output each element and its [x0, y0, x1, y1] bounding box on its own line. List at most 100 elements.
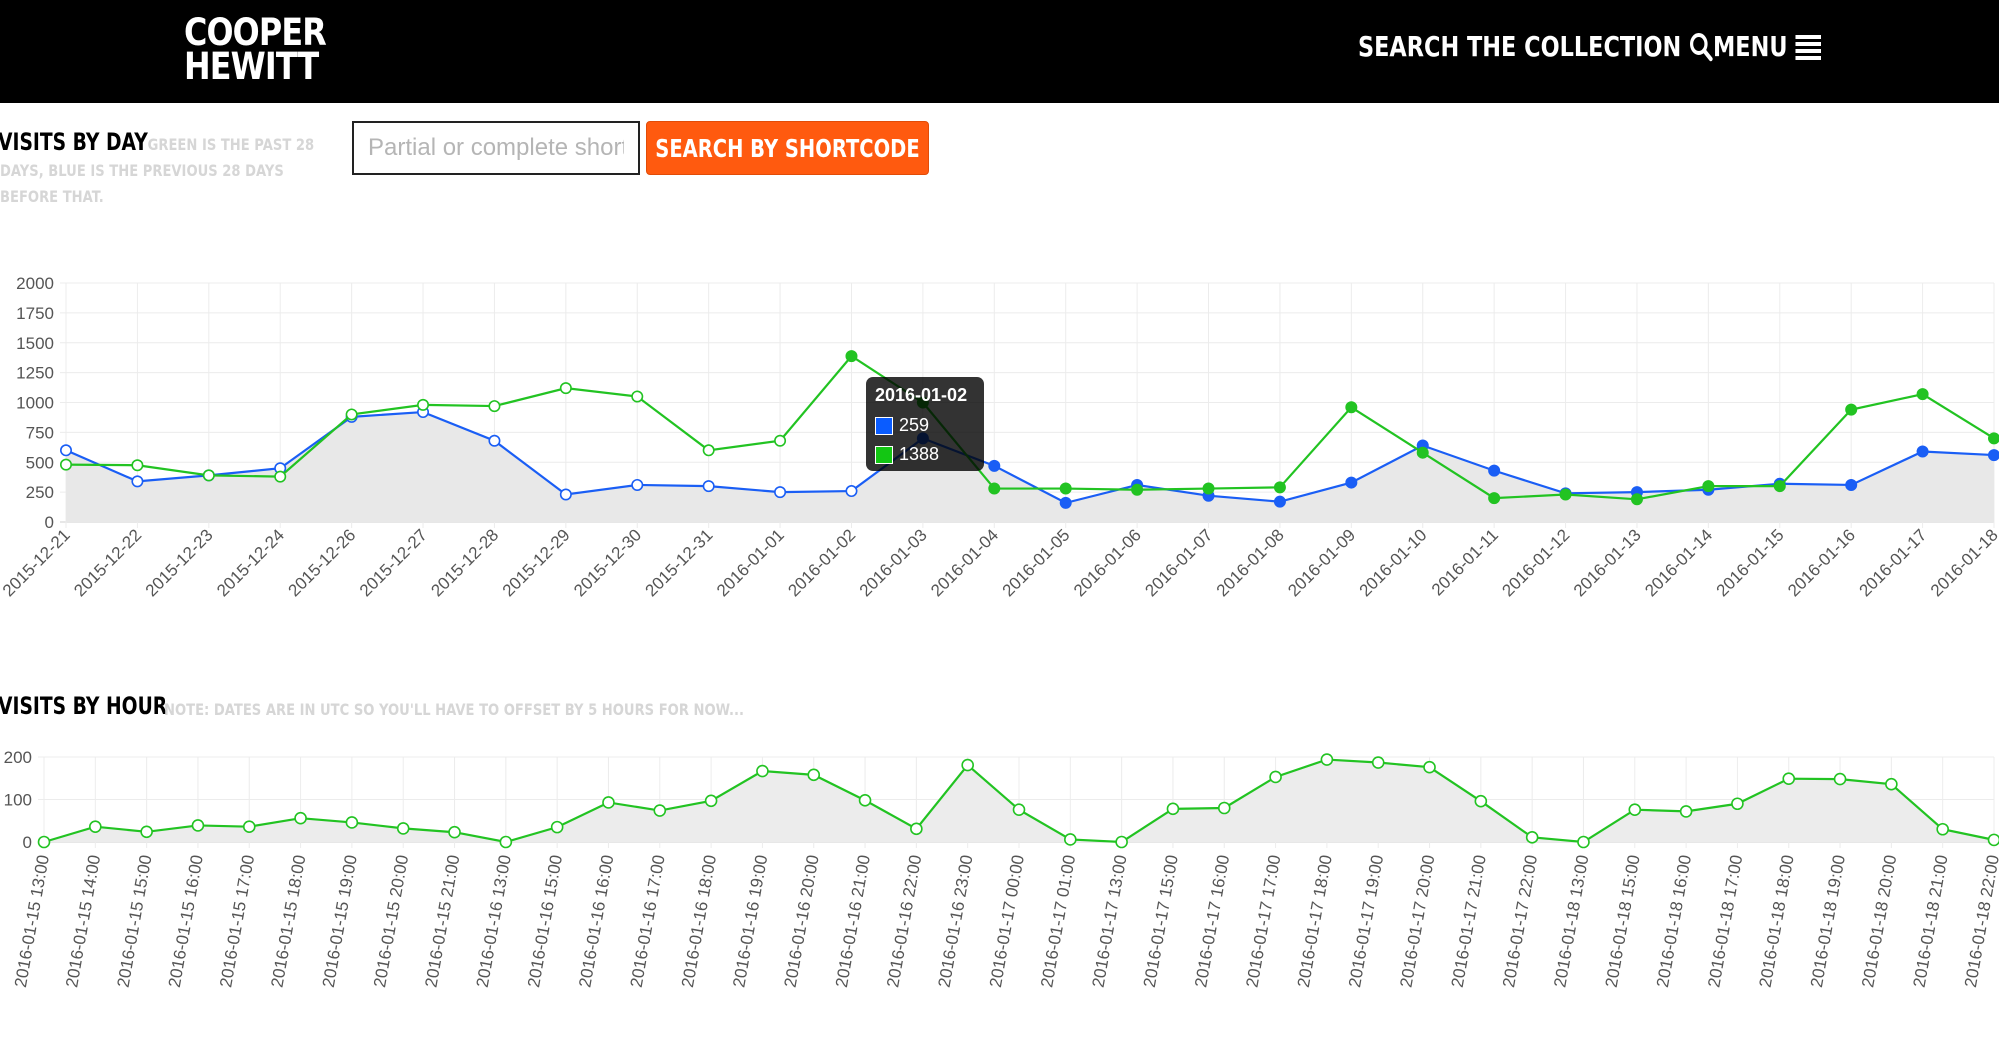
- data-point[interactable]: [202, 469, 215, 482]
- data-point[interactable]: [1628, 803, 1642, 816]
- data-point[interactable]: [294, 811, 307, 825]
- data-point[interactable]: [1273, 481, 1286, 494]
- logo-line-2: HEWITT: [184, 45, 319, 88]
- data-point[interactable]: [274, 470, 287, 483]
- data-point[interactable]: [1488, 464, 1501, 477]
- data-point[interactable]: [602, 796, 615, 809]
- data-point[interactable]: [1131, 483, 1144, 496]
- data-point[interactable]: [1988, 432, 1999, 445]
- y-tick-label: 0: [23, 833, 32, 852]
- data-point[interactable]: [131, 475, 144, 488]
- data-point[interactable]: [1702, 480, 1715, 493]
- data-point[interactable]: [59, 444, 72, 457]
- data-point[interactable]: [1559, 488, 1572, 501]
- data-point[interactable]: [550, 820, 564, 834]
- data-point[interactable]: [559, 382, 572, 395]
- data-point[interactable]: [140, 825, 153, 839]
- data-point[interactable]: [702, 444, 715, 457]
- data-point[interactable]: [488, 434, 501, 447]
- data-point[interactable]: [1320, 753, 1334, 766]
- data-point[interactable]: [1269, 770, 1282, 784]
- data-point[interactable]: [1488, 492, 1501, 505]
- data-point[interactable]: [1217, 801, 1231, 815]
- menu-button[interactable]: MENU: [1713, 30, 1822, 63]
- tooltip-swatch-green: [875, 445, 893, 464]
- data-point[interactable]: [1987, 833, 1999, 847]
- data-point[interactable]: [1845, 403, 1858, 416]
- data-point[interactable]: [242, 820, 256, 833]
- data-point[interactable]: [631, 478, 644, 491]
- data-point[interactable]: [858, 794, 872, 807]
- search-collection-link[interactable]: SEARCH THE COLLECTION: [1358, 30, 1713, 63]
- data-point[interactable]: [191, 819, 205, 832]
- x-tick-label: 2016-01-14: [1641, 525, 1716, 600]
- data-point[interactable]: [1916, 388, 1929, 401]
- data-point[interactable]: [845, 485, 858, 498]
- data-point[interactable]: [807, 768, 821, 782]
- data-point[interactable]: [1679, 805, 1693, 818]
- data-point[interactable]: [1845, 478, 1858, 491]
- data-point[interactable]: [1423, 760, 1436, 774]
- data-point[interactable]: [631, 390, 644, 403]
- data-point[interactable]: [774, 486, 787, 499]
- data-point[interactable]: [1936, 822, 1949, 836]
- x-tick-label: 2016-01-12: [1498, 525, 1573, 600]
- data-point[interactable]: [1371, 756, 1385, 769]
- data-point[interactable]: [1988, 449, 1999, 462]
- data-point[interactable]: [1577, 835, 1590, 849]
- data-point[interactable]: [1773, 480, 1786, 493]
- data-point[interactable]: [845, 350, 858, 363]
- data-point[interactable]: [1059, 496, 1072, 509]
- data-point[interactable]: [499, 835, 513, 849]
- x-tick-label: 2015-12-31: [642, 525, 717, 600]
- cooper-hewitt-logo[interactable]: COOPER HEWITT: [184, 14, 327, 88]
- data-point[interactable]: [1202, 482, 1215, 495]
- data-point[interactable]: [910, 822, 923, 836]
- data-point[interactable]: [1630, 493, 1643, 506]
- data-point[interactable]: [1115, 835, 1128, 849]
- data-point[interactable]: [1782, 772, 1796, 785]
- data-point[interactable]: [1273, 495, 1286, 508]
- data-point[interactable]: [559, 488, 572, 501]
- data-point[interactable]: [704, 794, 718, 808]
- data-point[interactable]: [1916, 445, 1929, 458]
- data-point[interactable]: [1731, 797, 1744, 811]
- data-point[interactable]: [1833, 772, 1847, 786]
- search-by-shortcode-label: SEARCH BY SHORTCODE: [655, 133, 920, 163]
- data-point[interactable]: [89, 820, 102, 833]
- data-point[interactable]: [774, 434, 787, 447]
- data-point[interactable]: [59, 458, 72, 471]
- data-point[interactable]: [1416, 446, 1429, 459]
- data-point[interactable]: [1166, 802, 1180, 816]
- series-line: [65, 410, 1995, 505]
- data-point[interactable]: [988, 482, 1001, 495]
- data-point[interactable]: [1474, 794, 1488, 808]
- data-point[interactable]: [988, 459, 1001, 472]
- data-point[interactable]: [1345, 401, 1358, 414]
- data-point[interactable]: [653, 804, 667, 817]
- data-point[interactable]: [345, 408, 358, 421]
- data-point[interactable]: [1525, 831, 1539, 844]
- data-point[interactable]: [131, 459, 144, 472]
- data-point[interactable]: [1064, 833, 1077, 846]
- data-point[interactable]: [37, 835, 51, 849]
- data-point[interactable]: [1885, 777, 1898, 791]
- data-point[interactable]: [417, 398, 430, 411]
- x-tick-label: 2016-01-16 19:00: [729, 853, 771, 988]
- data-point[interactable]: [756, 764, 769, 778]
- data-point[interactable]: [961, 758, 974, 772]
- data-point[interactable]: [1012, 803, 1026, 816]
- data-point[interactable]: [488, 400, 501, 413]
- data-point[interactable]: [448, 825, 461, 839]
- data-point[interactable]: [396, 822, 410, 835]
- x-tick-label: 2016-01-18 16:00: [1653, 853, 1695, 988]
- data-point[interactable]: [1345, 476, 1358, 489]
- series-line: [65, 354, 1995, 501]
- search-by-shortcode-button[interactable]: SEARCH BY SHORTCODE: [646, 121, 929, 175]
- data-point[interactable]: [345, 816, 359, 829]
- data-point[interactable]: [1059, 482, 1072, 495]
- x-tick-label: 2016-01-15 15:00: [114, 853, 156, 988]
- shortcode-search-input[interactable]: [352, 121, 640, 175]
- data-point[interactable]: [702, 480, 715, 493]
- x-tick-label: 2016-01-18 19:00: [1807, 853, 1849, 988]
